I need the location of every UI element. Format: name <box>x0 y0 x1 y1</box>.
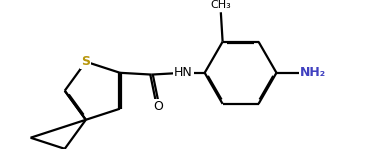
Text: S: S <box>81 55 90 68</box>
Text: CH₃: CH₃ <box>211 0 231 10</box>
Text: O: O <box>153 100 163 113</box>
Text: HN: HN <box>174 66 192 79</box>
Text: NH₂: NH₂ <box>300 66 326 79</box>
